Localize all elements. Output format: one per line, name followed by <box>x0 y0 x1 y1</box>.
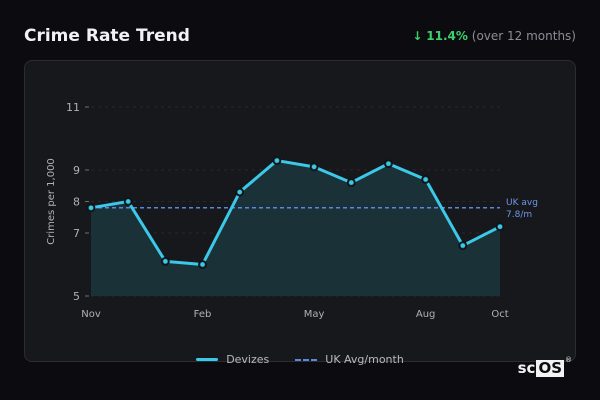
y-axis-label: Crimes per 1,000 <box>46 158 57 245</box>
data-point-core <box>88 205 94 210</box>
x-tick-label: Oct <box>491 309 508 320</box>
data-point-core <box>386 161 391 166</box>
y-tick-label: 11 <box>66 101 80 114</box>
legend-series-label: Devizes <box>226 353 270 366</box>
y-tick-label: 5 <box>73 290 80 303</box>
legend-item-series[interactable]: Devizes <box>196 353 269 366</box>
data-point-core <box>163 259 168 264</box>
reference-label-name: UK avg <box>506 198 538 208</box>
legend-reference-label: UK Avg/month <box>325 353 404 366</box>
down-arrow-icon: ↓ <box>412 29 423 43</box>
data-point-core <box>200 262 205 267</box>
data-point-core <box>423 177 428 182</box>
data-point-core <box>237 189 242 195</box>
data-point-core <box>274 158 280 163</box>
x-tick-label: Aug <box>416 309 436 320</box>
data-point-core <box>460 243 466 248</box>
brand-text: sc <box>517 359 536 377</box>
x-tick-label: Feb <box>194 309 212 320</box>
data-point-core <box>311 164 317 170</box>
y-tick-label: 9 <box>73 164 80 177</box>
data-point-core <box>497 224 503 229</box>
registered-mark: ® <box>565 356 572 364</box>
y-tick-label: 7 <box>73 227 80 240</box>
series-area <box>91 160 500 296</box>
chart-legend: Devizes UK Avg/month <box>0 353 600 366</box>
y-tick-label: 8 <box>73 196 80 209</box>
chart-title: Crime Rate Trend <box>24 26 190 46</box>
change-percent: 11.4% <box>426 29 468 43</box>
reference-label-value: 7.8/m <box>506 210 532 220</box>
x-tick-label: May <box>304 309 325 320</box>
legend-reference-swatch <box>295 358 318 361</box>
data-point-core <box>125 199 131 204</box>
x-tick-label: Nov <box>81 309 101 320</box>
change-period: (over 12 months) <box>471 29 576 43</box>
brand-logo: sc OS ® <box>517 356 572 377</box>
series-line <box>89 159 502 266</box>
trend-change-indicator: ↓ 11.4% (over 12 months) <box>412 29 576 43</box>
legend-series-swatch <box>196 358 219 361</box>
data-point-core <box>349 180 354 185</box>
legend-item-reference[interactable]: UK Avg/month <box>295 353 404 366</box>
brand-boxed-text: OS <box>536 358 564 377</box>
